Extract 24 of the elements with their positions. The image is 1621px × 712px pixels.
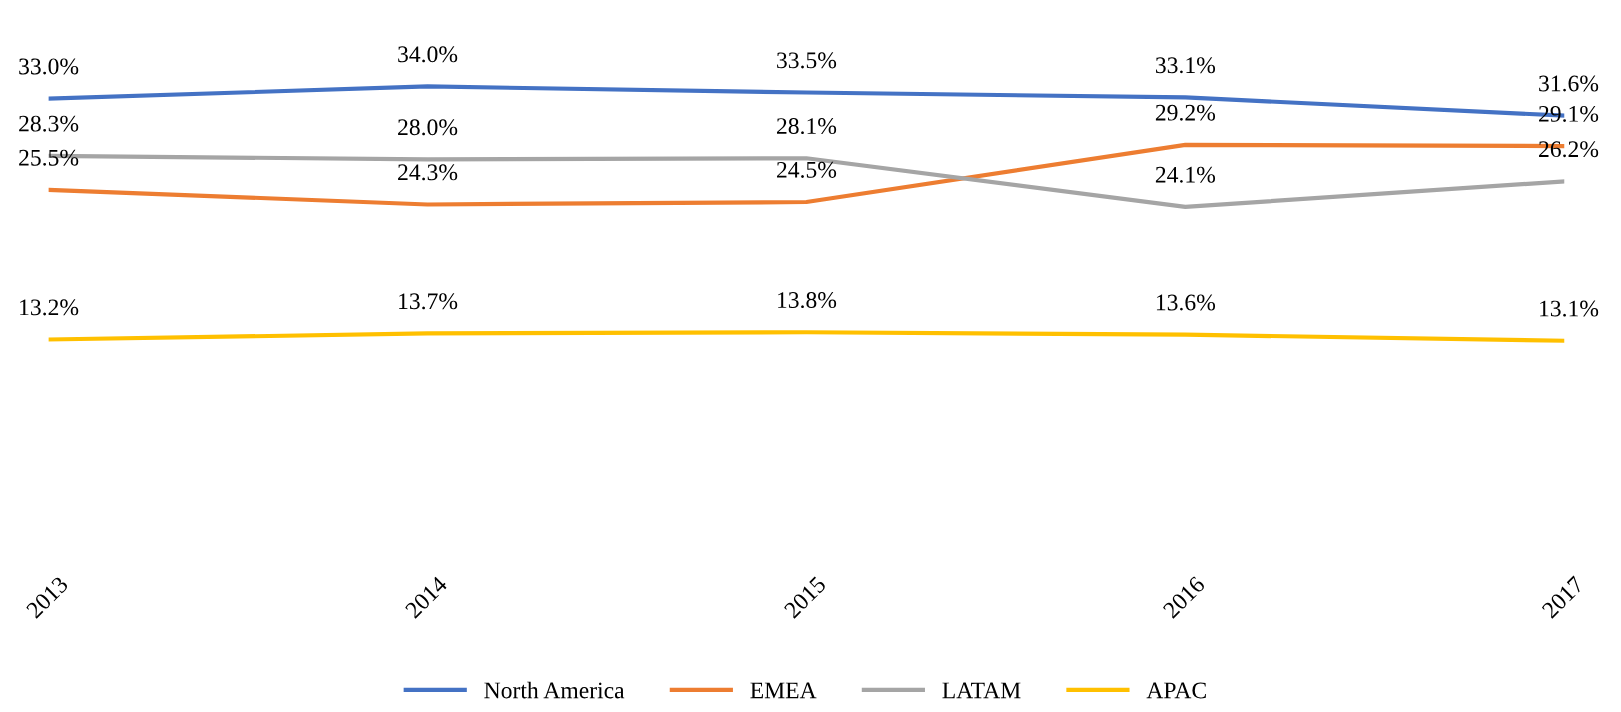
data-label: 31.6% (1539, 75, 1599, 92)
data-label: 33.1% (1155, 57, 1216, 74)
data-label: 13.2% (20, 299, 79, 316)
data-label: 13.1% (1540, 300, 1599, 317)
data-label: 13.7% (399, 293, 458, 310)
data-label: 26.2% (1539, 141, 1599, 158)
data-label: 24.1% (1155, 166, 1216, 183)
legend-label: LATAM (942, 682, 1021, 699)
data-label: 33.0% (19, 58, 79, 75)
legend-label: APAC (1146, 682, 1206, 699)
legend-label: North America (484, 681, 625, 699)
data-label: 29.1% (1539, 105, 1599, 122)
data-label: 24.3% (398, 164, 458, 181)
data-label: 13.8% (778, 292, 837, 309)
data-label: 29.2% (1155, 104, 1216, 121)
data-label: 33.5% (777, 52, 837, 69)
data-label: 28.3% (19, 115, 79, 132)
legend-label: EMEA (750, 682, 817, 699)
data-label: 28.0% (398, 119, 458, 136)
data-label: 28.1% (776, 118, 837, 135)
data-label: 25.5% (19, 149, 79, 166)
data-label: 24.5% (776, 161, 837, 178)
data-label: 34.0% (398, 46, 458, 63)
data-label: 13.6% (1156, 294, 1216, 311)
